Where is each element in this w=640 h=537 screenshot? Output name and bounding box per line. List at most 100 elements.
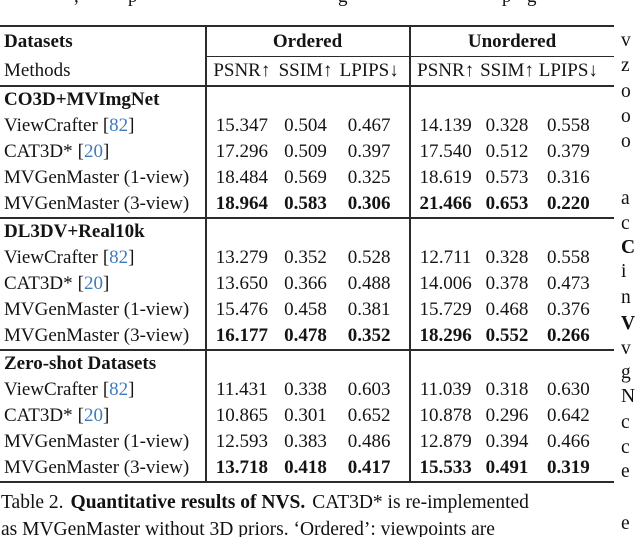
unordered-values: 15.5330.4910.319: [410, 455, 614, 481]
cutoff-text-fragment: C: [621, 237, 635, 259]
table-row: ViewCrafter[82] 15.3470.5040.467 14.1390…: [0, 113, 614, 139]
section-header-row: DL3DV+Real10k: [0, 219, 614, 245]
unordered-values: 12.8790.3940.466: [410, 429, 614, 455]
method-cell: MVGenMaster (3-view): [0, 323, 205, 349]
cutoff-text-fragment: ,: [74, 0, 79, 8]
table-row: MVGenMaster (1-view) 12.5930.3830.486 12…: [0, 429, 614, 455]
method-name: MVGenMaster (1-view): [4, 431, 189, 452]
ordered-values: 11.4310.3380.603: [205, 377, 410, 403]
cutoff-text-fragment: g: [527, 0, 537, 8]
cutoff-text-fragment: g: [621, 362, 631, 384]
table-row: CAT3D*[20] 13.6500.3660.488 14.0060.3780…: [0, 271, 614, 297]
cutoff-text-fragment: z: [621, 55, 630, 77]
method-name: ViewCrafter: [4, 247, 98, 268]
cutoff-text-fragment: v: [621, 30, 631, 52]
method-cell: ViewCrafter[82]: [0, 245, 205, 271]
caption-text: CAT3D* is re-implemented: [312, 492, 529, 513]
table-row-best: MVGenMaster (3-view) 13.7180.4180.417 15…: [0, 455, 614, 481]
ordered-values: 18.4840.5690.325: [205, 165, 410, 191]
unordered-metric-headers: PSNR↑ SSIM↑ LPIPS↓: [410, 57, 614, 85]
ordered-values: 13.7180.4180.417: [205, 455, 410, 481]
cutoff-text-fragment: o: [621, 81, 631, 103]
cutoff-text-fragment: o: [621, 106, 631, 128]
method-name: ViewCrafter: [4, 379, 98, 400]
section-title: CO3D+MVImgNet: [0, 87, 205, 113]
ordered-values: 15.3470.5040.467: [205, 113, 410, 139]
method-cell: MVGenMaster (1-view): [0, 429, 205, 455]
citation-link[interactable]: [20]: [78, 273, 110, 294]
section-header-row: CO3D+MVImgNet: [0, 87, 614, 113]
table-row: CAT3D*[20] 10.8650.3010.652 10.8780.2960…: [0, 403, 614, 429]
method-name: MVGenMaster (1-view): [4, 167, 189, 188]
table-caption: Table 2. Quantitative results of NVS. CAT3…: [1, 489, 619, 537]
method-cell: ViewCrafter[82]: [0, 377, 205, 403]
ordered-metric-headers: PSNR↑ SSIM↑ LPIPS↓: [205, 57, 410, 85]
cutoff-text-fragment: g: [338, 0, 348, 8]
citation-link[interactable]: [20]: [78, 141, 110, 162]
table-row: MVGenMaster (1-view) 18.4840.5690.325 18…: [0, 165, 614, 191]
lpips-header: LPIPS↓: [538, 57, 599, 85]
table-row: ViewCrafter[82] 13.2790.3520.528 12.7110…: [0, 245, 614, 271]
unordered-values: 21.4660.6530.220: [410, 191, 614, 217]
method-cell: ViewCrafter[82]: [0, 113, 205, 139]
cutoff-text-fragment: p: [128, 0, 138, 8]
cutoff-text-fragment: N: [621, 386, 635, 408]
table-row: ViewCrafter[82] 11.4310.3380.603 11.0390…: [0, 377, 614, 403]
results-table: Datasets Ordered Unordered Methods PSNR↑…: [0, 25, 614, 483]
header-row-metrics: Methods PSNR↑ SSIM↑ LPIPS↓ PSNR↑ SSIM↑ L…: [0, 57, 614, 85]
unordered-values: 10.8780.2960.642: [410, 403, 614, 429]
section-title: Zero-shot Datasets: [0, 351, 205, 377]
unordered-values: 18.2960.5520.266: [410, 323, 614, 349]
method-name: MVGenMaster (1-view): [4, 299, 189, 320]
ordered-values: 17.2960.5090.397: [205, 139, 410, 165]
caption-line-1: Table 2. Quantitative results of NVS. CAT3…: [1, 489, 619, 516]
method-cell: MVGenMaster (1-view): [0, 297, 205, 323]
paper-page: , p g p g Datasets Ordered Unordered Methods…: [0, 0, 640, 537]
table-vertical-rule: [205, 25, 207, 483]
cutoff-text-fragment: c: [621, 437, 630, 459]
unordered-values: 14.1390.3280.558: [410, 113, 614, 139]
method-name: CAT3D*: [4, 273, 73, 294]
table-row-best: MVGenMaster (3-view) 18.9640.5830.306 21…: [0, 191, 614, 217]
unordered-values: 11.0390.3180.630: [410, 377, 614, 403]
ordered-values: 12.5930.3830.486: [205, 429, 410, 455]
citation-link[interactable]: [20]: [78, 405, 110, 426]
ordered-values: 16.1770.4780.352: [205, 323, 410, 349]
cutoff-text-fragment: e: [621, 461, 630, 483]
ordered-values: 15.4760.4580.381: [205, 297, 410, 323]
cutoff-text-fragment: e: [621, 513, 630, 535]
method-cell: MVGenMaster (1-view): [0, 165, 205, 191]
citation-link[interactable]: [82]: [103, 247, 135, 268]
caption-bold-title: Quantitative results of NVS.: [71, 492, 306, 513]
top-strip: , p g p g: [0, 0, 640, 9]
table-row: MVGenMaster (1-view) 15.4760.4580.381 15…: [0, 297, 614, 323]
unordered-values: 17.5400.5120.379: [410, 139, 614, 165]
citation-link[interactable]: [82]: [103, 115, 135, 136]
cutoff-text-fragment: n: [621, 287, 631, 309]
ordered-values: 10.8650.3010.652: [205, 403, 410, 429]
section-header-row: Zero-shot Datasets: [0, 351, 614, 377]
ordered-group-header: Ordered: [205, 27, 410, 56]
cutoff-text-fragment: o: [621, 131, 631, 153]
table-row-best: MVGenMaster (3-view) 16.1770.4780.352 18…: [0, 323, 614, 349]
method-name: MVGenMaster (3-view): [4, 457, 189, 478]
method-name: CAT3D*: [4, 141, 73, 162]
method-cell: CAT3D*[20]: [0, 403, 205, 429]
method-cell: MVGenMaster (3-view): [0, 191, 205, 217]
caption-label: Table 2.: [1, 492, 64, 513]
unordered-group-header: Unordered: [410, 27, 614, 56]
method-name: MVGenMaster (3-view): [4, 193, 189, 214]
datasets-header: Datasets: [0, 27, 205, 56]
cutoff-text-fragment: p: [502, 0, 512, 8]
ordered-values: 13.6500.3660.488: [205, 271, 410, 297]
section-title: DL3DV+Real10k: [0, 219, 205, 245]
ordered-values: 13.2790.3520.528: [205, 245, 410, 271]
psnr-header: PSNR↑: [415, 57, 476, 85]
citation-link[interactable]: [82]: [103, 379, 135, 400]
method-cell: CAT3D*[20]: [0, 271, 205, 297]
unordered-values: 12.7110.3280.558: [410, 245, 614, 271]
method-name: CAT3D*: [4, 405, 73, 426]
unordered-values: 14.0060.3780.473: [410, 271, 614, 297]
table-vertical-rule: [409, 25, 411, 483]
ssim-header: SSIM↑: [476, 57, 537, 85]
